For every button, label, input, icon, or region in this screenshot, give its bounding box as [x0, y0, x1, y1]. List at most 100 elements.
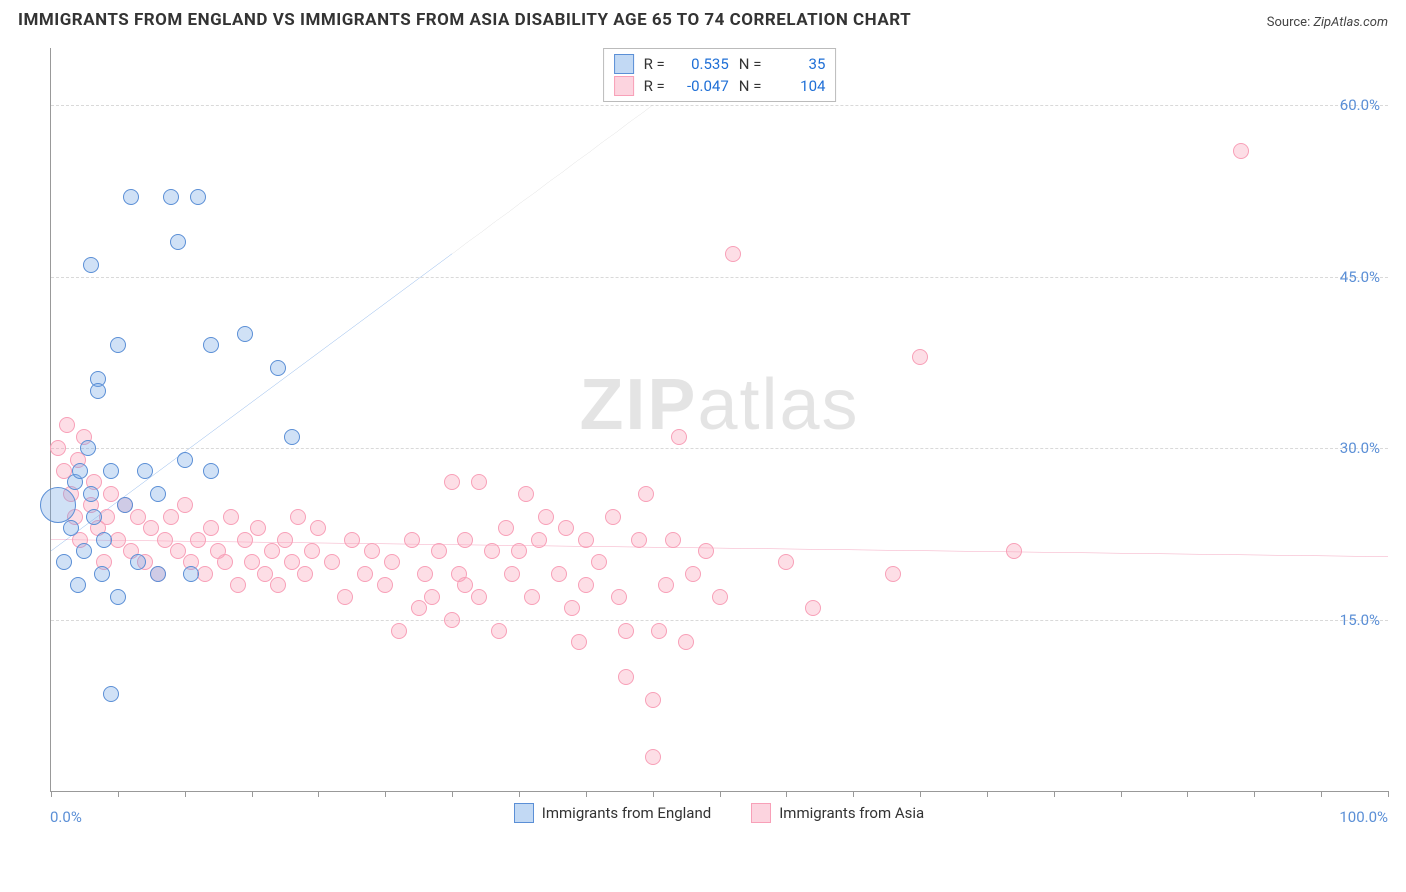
x-tick [1388, 791, 1389, 797]
data-point [110, 337, 126, 353]
data-point [651, 623, 667, 639]
data-point [76, 543, 92, 559]
data-point [257, 566, 273, 582]
data-point [524, 589, 540, 605]
chart-area: Disability Age 65 to 74 ZIPatlas R =0.53… [50, 48, 1388, 828]
data-point [337, 589, 353, 605]
data-point [203, 337, 219, 353]
data-point [665, 532, 681, 548]
data-point [725, 246, 741, 262]
gridline [51, 620, 1388, 621]
legend-swatch [614, 54, 634, 74]
stat-r-label: R = [644, 77, 665, 95]
data-point [578, 532, 594, 548]
data-point [90, 383, 106, 399]
data-point [444, 612, 460, 628]
data-point [578, 577, 594, 593]
x-tick [720, 791, 721, 797]
data-point [183, 566, 199, 582]
gridline [51, 105, 1388, 106]
data-point [244, 554, 260, 570]
legend-item: Immigrants from England [514, 803, 711, 823]
data-point [59, 417, 75, 433]
stats-row: R =0.535N =35 [614, 53, 826, 75]
x-tick [519, 791, 520, 797]
data-point [618, 623, 634, 639]
data-point [324, 554, 340, 570]
data-point [237, 532, 253, 548]
data-point [484, 543, 500, 559]
data-point [645, 749, 661, 765]
legend-swatch [751, 803, 771, 823]
data-point [457, 577, 473, 593]
data-point [110, 589, 126, 605]
data-point [123, 189, 139, 205]
data-point [56, 554, 72, 570]
stat-r-label: R = [644, 55, 665, 73]
x-tick [452, 791, 453, 797]
data-point [264, 543, 280, 559]
stat-r-value: 0.535 [675, 55, 729, 73]
x-tick [318, 791, 319, 797]
data-point [712, 589, 728, 605]
data-point [103, 686, 119, 702]
data-point [163, 509, 179, 525]
plot-region: ZIPatlas R =0.535N =35R =-0.047N =104 15… [50, 48, 1388, 792]
data-point [457, 532, 473, 548]
x-tick [118, 791, 119, 797]
data-point [143, 520, 159, 536]
series-legend: Immigrants from England Immigrants from A… [50, 798, 1388, 828]
x-tick [653, 791, 654, 797]
data-point [685, 566, 701, 582]
data-point [86, 509, 102, 525]
y-tick-label: 15.0% [1340, 611, 1380, 629]
data-point [157, 532, 173, 548]
data-point [611, 589, 627, 605]
data-point [94, 566, 110, 582]
data-point [223, 509, 239, 525]
chart-title: IMMIGRANTS FROM ENGLAND VS IMMIGRANTS FR… [18, 10, 911, 30]
stat-n-label: N = [739, 77, 762, 95]
data-point [511, 543, 527, 559]
data-point [203, 520, 219, 536]
legend-label: Immigrants from Asia [779, 804, 924, 822]
data-point [70, 577, 86, 593]
stat-n-label: N = [739, 55, 762, 73]
data-point [297, 566, 313, 582]
data-point [40, 487, 76, 523]
data-point [431, 543, 447, 559]
data-point [277, 532, 293, 548]
data-point [177, 452, 193, 468]
source-attribution: Source: ZipAtlas.com [1267, 15, 1388, 30]
y-tick-label: 30.0% [1340, 439, 1380, 457]
x-tick [1054, 791, 1055, 797]
data-point [538, 509, 554, 525]
data-point [638, 486, 654, 502]
data-point [83, 486, 99, 502]
data-point [130, 554, 146, 570]
x-tick [1321, 791, 1322, 797]
data-point [137, 463, 153, 479]
x-tick [185, 791, 186, 797]
data-point [304, 543, 320, 559]
data-point [177, 497, 193, 513]
data-point [284, 429, 300, 445]
data-point [230, 577, 246, 593]
x-tick [1121, 791, 1122, 797]
data-point [424, 589, 440, 605]
data-point [471, 589, 487, 605]
data-point [558, 520, 574, 536]
data-point [217, 554, 233, 570]
data-point [504, 566, 520, 582]
data-point [170, 543, 186, 559]
gridline [51, 448, 1388, 449]
data-point [72, 463, 88, 479]
data-point [63, 520, 79, 536]
data-point [80, 440, 96, 456]
data-point [284, 554, 300, 570]
data-point [805, 600, 821, 616]
stat-n-value: 104 [771, 77, 825, 95]
data-point [310, 520, 326, 536]
x-tick [987, 791, 988, 797]
data-point [190, 189, 206, 205]
